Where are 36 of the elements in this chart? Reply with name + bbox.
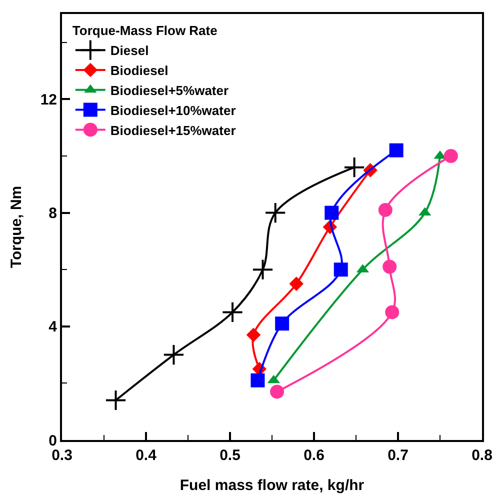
x-tick-label: 0.4 [136,447,158,464]
point [385,305,400,320]
point [222,301,244,323]
legend-label: Biodiesel+15%water [110,122,236,138]
point [104,389,127,412]
x-tick-label: 0.8 [472,447,492,464]
x-tick-label: 0.3 [52,447,72,464]
point [264,202,286,224]
point [275,316,290,331]
point [334,262,348,277]
point [252,258,274,280]
legend-label: Biodiesel+10%water [110,102,236,118]
y-tick-label: 8 [48,205,57,222]
y-tick-label: 4 [48,318,58,336]
legend-label: Biodiesel [110,63,168,78]
point [289,276,304,291]
point [324,206,339,220]
y-tick-label: 12 [40,91,57,108]
legend-label: Biodiesel+5%water [110,82,229,98]
point [162,344,185,366]
x-tick-label: 0.7 [388,447,408,464]
y-axis-title: Torque, Nm [8,186,25,268]
x-axis-title: Fuel mass flow rate, kg/hr [180,477,364,494]
point [250,373,265,388]
point [389,143,404,158]
x-tick-label: 0.6 [304,447,324,464]
point [378,202,392,217]
point [444,149,458,163]
point [270,384,284,399]
point [344,156,366,178]
y-tick-label: 0 [48,432,57,450]
legend-title: Torque-Mass Flow Rate [72,23,218,38]
point [246,328,261,342]
x-tick-label: 0.5 [220,447,240,464]
legend-label: Diesel [110,43,149,58]
point [382,260,397,274]
